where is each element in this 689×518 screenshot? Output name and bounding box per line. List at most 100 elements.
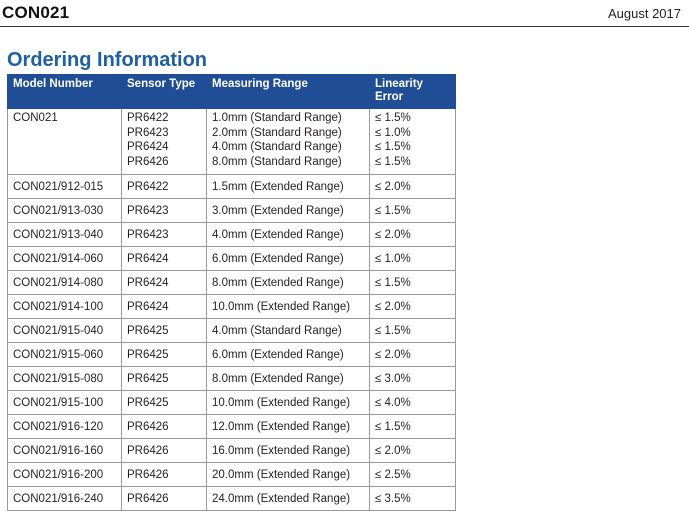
cell-sensor-type: PR6424 (121, 294, 207, 319)
cell-model-number: CON021/916-120 (7, 414, 122, 439)
cell-sensor-type: PR6426 (121, 462, 207, 487)
table-row: CON021/914-080 PR6424 8.0mm (Extended Rang… (7, 270, 456, 295)
cell-text: ≤ 1.5% (375, 112, 411, 124)
cell-linearity-error: ≤ 1.5% (369, 198, 456, 223)
cell-text: ≤ 1.5% (375, 141, 411, 153)
table-row: CON021/915-040 PR6425 4.0mm (Standard Rang… (7, 318, 456, 343)
cell-measuring-range: 24.0mm (Extended Range) (206, 486, 370, 511)
table-row: CON021/913-040 PR6423 4.0mm (Extended Rang… (7, 222, 456, 247)
cell-model-number: CON021/912-015 (7, 174, 122, 199)
cell-linearity-error: ≤ 2.0% (369, 342, 456, 367)
cell-sensor-type: PR6422 (121, 174, 207, 199)
section-title: Ordering Information (7, 49, 207, 71)
cell-measuring-range: 16.0mm (Extended Range) (206, 438, 370, 463)
cell-model-number: CON021/914-100 (7, 294, 122, 319)
cell-sensor-type: PR6423 (121, 222, 207, 247)
cell-model-number: CON021 (7, 108, 122, 175)
cell-text: 1.0mm (Standard Range) (212, 112, 342, 124)
table-row: CON021 PR6422 PR6423 PR6424 PR6426 1.0mm… (7, 108, 456, 175)
cell-linearity-error: ≤ 1.0% (369, 246, 456, 271)
column-header-measuring-range: Measuring Range (206, 74, 370, 109)
cell-model-number: CON021/913-030 (7, 198, 122, 223)
cell-measuring-range: 4.0mm (Standard Range) (206, 318, 370, 343)
table-row: CON021/916-200 PR6426 20.0mm (Extended Ran… (7, 462, 456, 487)
cell-text: 2.0mm (Standard Range) (212, 126, 342, 139)
cell-measuring-range: 6.0mm (Extended Range) (206, 342, 370, 367)
cell-model-number: CON021/915-100 (7, 390, 122, 415)
cell-sensor-type: PR6422 PR6423 PR6424 PR6426 (121, 108, 207, 175)
cell-linearity-error: ≤ 4.0% (369, 390, 456, 415)
cell-measuring-range: 20.0mm (Extended Range) (206, 462, 370, 487)
cell-linearity-error: ≤ 1.5% ≤ 1.0% ≤ 1.5% ≤ 1.5% (369, 108, 456, 175)
cell-sensor-type: PR6425 (121, 390, 207, 415)
cell-model-number: CON021/914-060 (7, 246, 122, 271)
table-row: CON021/915-100 PR6425 10.0mm (Extended Ran… (7, 390, 456, 415)
cell-text: PR6422 (127, 112, 169, 124)
cell-model-number: CON021/913-040 (7, 222, 122, 247)
cell-measuring-range: 6.0mm (Extended Range) (206, 246, 370, 271)
cell-text: 8.0mm (Standard Range) (212, 155, 342, 168)
table-row: CON021/914-060 PR6424 6.0mm (Extended Rang… (7, 246, 456, 271)
cell-linearity-error: ≤ 1.5% (369, 270, 456, 295)
cell-text: ≤ 1.5% (375, 155, 411, 168)
header-row: Model Number Sensor Type Measuring Range… (7, 74, 456, 109)
document-id: CON021 (2, 3, 70, 22)
cell-model-number: CON021/916-240 (7, 486, 122, 511)
cell-sensor-type: PR6426 (121, 486, 207, 511)
cell-measuring-range: 10.0mm (Extended Range) (206, 390, 370, 415)
cell-measuring-range: 3.0mm (Extended Range) (206, 198, 370, 223)
cell-sensor-type: PR6424 (121, 270, 207, 295)
cell-model-number: CON021/916-200 (7, 462, 122, 487)
cell-text: PR6423 (127, 126, 169, 139)
cell-sensor-type: PR6426 (121, 414, 207, 439)
cell-sensor-type: PR6425 (121, 342, 207, 367)
cell-measuring-range: 1.5mm (Extended Range) (206, 174, 370, 199)
column-header-sensor-type: Sensor Type (121, 74, 207, 109)
table-row: CON021/914-100 PR6424 10.0mm (Extended Ran… (7, 294, 456, 319)
cell-linearity-error: ≤ 3.0% (369, 366, 456, 391)
cell-measuring-range: 8.0mm (Extended Range) (206, 366, 370, 391)
table-row: CON021/916-240 PR6426 24.0mm (Extended Ran… (7, 486, 456, 511)
cell-measuring-range: 10.0mm (Extended Range) (206, 294, 370, 319)
column-header-linearity-error: Linearity Error (369, 74, 456, 109)
cell-measuring-range: 12.0mm (Extended Range) (206, 414, 370, 439)
cell-model-number: CON021/915-040 (7, 318, 122, 343)
cell-model-number: CON021/916-160 (7, 438, 122, 463)
cell-model-number: CON021/915-080 (7, 366, 122, 391)
document-date: August 2017 (607, 6, 681, 21)
cell-text: PR6424 (127, 141, 169, 153)
table-row: CON021/912-015 PR6422 1.5mm (Extended Rang… (7, 174, 456, 199)
cell-linearity-error: ≤ 1.5% (369, 414, 456, 439)
cell-model-number: CON021/914-080 (7, 270, 122, 295)
cell-linearity-error: ≤ 2.5% (369, 462, 456, 487)
table-header: Model Number Sensor Type Measuring Range… (7, 74, 456, 109)
table-row: CON021/916-160 PR6426 16.0mm (Extended Ran… (7, 438, 456, 463)
cell-linearity-error: ≤ 3.5% (369, 486, 456, 511)
table-row: CON021/915-080 PR6425 8.0mm (Extended Rang… (7, 366, 456, 391)
header-divider (0, 26, 689, 27)
ordering-table: Model Number Sensor Type Measuring Range… (7, 74, 456, 511)
cell-text: ≤ 1.0% (375, 126, 411, 139)
cell-text: PR6426 (127, 155, 169, 168)
table-row: CON021/913-030 PR6423 3.0mm (Extended Rang… (7, 198, 456, 223)
cell-measuring-range: 1.0mm (Standard Range) 2.0mm (Standard R… (206, 108, 370, 175)
cell-text: CON021 (13, 112, 58, 124)
cell-sensor-type: PR6424 (121, 246, 207, 271)
cell-model-number: CON021/915-060 (7, 342, 122, 367)
cell-sensor-type: PR6425 (121, 366, 207, 391)
cell-linearity-error: ≤ 2.0% (369, 222, 456, 247)
table-row: CON021/915-060 PR6425 6.0mm (Extended Rang… (7, 342, 456, 367)
cell-text: 4.0mm (Standard Range) (212, 141, 342, 153)
cell-sensor-type: PR6425 (121, 318, 207, 343)
cell-measuring-range: 8.0mm (Extended Range) (206, 270, 370, 295)
table-row: CON021/916-120 PR6426 12.0mm (Extended Ran… (7, 414, 456, 439)
cell-sensor-type: PR6423 (121, 198, 207, 223)
cell-linearity-error: ≤ 2.0% (369, 438, 456, 463)
cell-linearity-error: ≤ 2.0% (369, 294, 456, 319)
table-body: CON021 PR6422 PR6423 PR6424 PR6426 1.0mm… (7, 108, 456, 511)
cell-linearity-error: ≤ 1.5% (369, 318, 456, 343)
cell-measuring-range: 4.0mm (Extended Range) (206, 222, 370, 247)
column-header-model-number: Model Number (7, 74, 122, 109)
cell-linearity-error: ≤ 2.0% (369, 174, 456, 199)
page-header: CON021 August 2017 (0, 0, 689, 30)
